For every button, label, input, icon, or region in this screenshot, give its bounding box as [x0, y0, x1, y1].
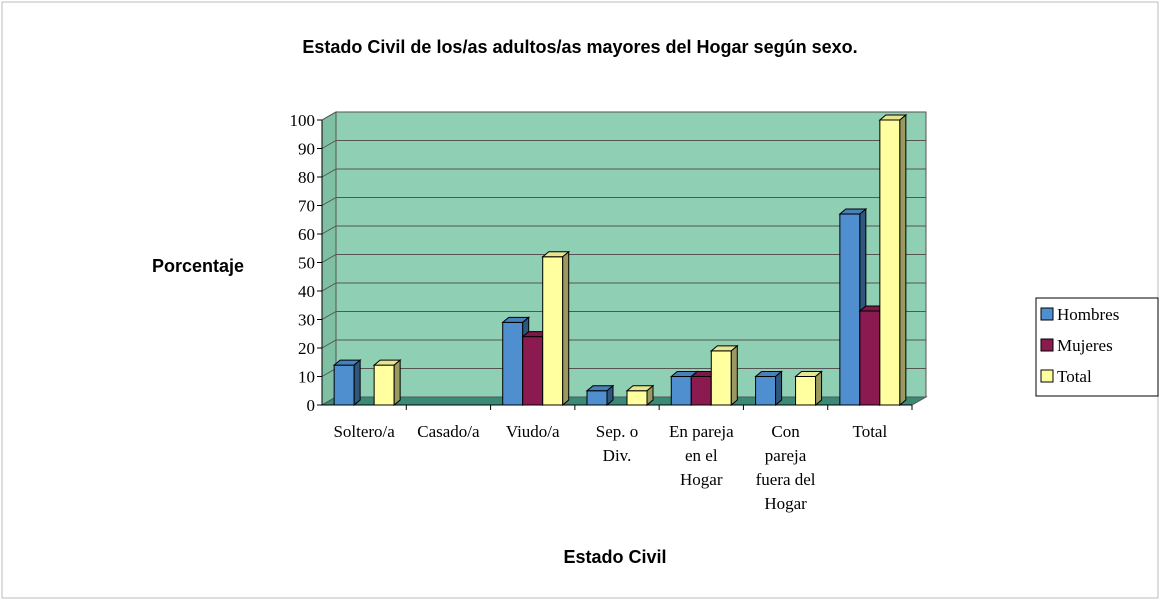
chart-title: Estado Civil de los/as adultos/as mayore… [302, 37, 857, 57]
bar-side [775, 370, 783, 407]
y-tick-label: 40 [298, 282, 315, 301]
y-tick-label: 80 [298, 168, 315, 187]
y-tick-label: 30 [298, 311, 315, 330]
legend-swatch [1040, 307, 1054, 321]
bar-side [815, 370, 823, 407]
bar-side [606, 384, 614, 407]
bar-front [333, 364, 355, 406]
bar-front [755, 376, 777, 406]
bar-front [839, 213, 861, 406]
bar [709, 344, 739, 407]
grid-line [321, 254, 926, 263]
bar-side [646, 384, 654, 407]
y-tick-label: 10 [298, 368, 315, 387]
y-tick-label: 100 [290, 111, 316, 130]
y-tick-label: 90 [298, 140, 315, 159]
y-tick-label: 20 [298, 339, 315, 358]
y-tick-label: 60 [298, 225, 315, 244]
legend-box [1035, 297, 1159, 397]
bar-front [710, 350, 732, 406]
bar-front [626, 390, 648, 406]
bar-side [562, 250, 570, 407]
bar-front [542, 256, 564, 406]
bar-front [879, 119, 901, 406]
x-tick-label: Viudo/a [506, 422, 560, 441]
bar-side [393, 359, 401, 407]
y-axis-label: Porcentaje [152, 256, 244, 276]
bar-front [795, 376, 817, 406]
x-tick-label: Sep. o Div. [596, 422, 639, 465]
y-tick-label: 70 [298, 197, 315, 216]
floor [320, 396, 928, 406]
legend-swatch [1040, 338, 1054, 352]
legend-swatch [1040, 369, 1054, 383]
bar [625, 384, 655, 407]
grid-line [321, 339, 926, 349]
grid-line [321, 111, 926, 121]
x-axis-label: Estado Civil [563, 547, 666, 567]
bar-front [373, 364, 395, 406]
bar-front [586, 390, 608, 406]
bar [754, 370, 783, 407]
bar [332, 359, 362, 407]
bar-front [522, 336, 544, 406]
bar-front [670, 376, 692, 406]
bar [541, 250, 571, 407]
x-tick-label: Total [853, 422, 888, 441]
legend-label: Hombres [1057, 305, 1119, 324]
legend-label: Total [1057, 367, 1092, 386]
grid-line [321, 225, 926, 235]
grid-line [321, 311, 926, 320]
legend-label: Mujeres [1057, 336, 1113, 355]
bar-side [899, 113, 907, 407]
y-tick-label: 50 [298, 254, 315, 273]
bar [794, 370, 823, 407]
grid-line [321, 282, 926, 292]
bar-side [353, 359, 361, 407]
bar-side [730, 344, 738, 407]
bar-front [502, 321, 524, 406]
x-tick-label: Con pareja fuera del Hogar [756, 422, 816, 513]
bar [372, 359, 402, 407]
x-tick-label: Casado/a [417, 422, 480, 441]
x-tick-label: En pareja en el Hogar [669, 422, 734, 489]
grid-line [321, 197, 926, 206]
y-tick-label: 0 [307, 396, 316, 415]
x-tick-label: Soltero/a [333, 422, 395, 441]
grid-line [321, 140, 926, 149]
bar-front [690, 376, 712, 406]
grid-line [321, 168, 926, 178]
bar [878, 113, 908, 407]
bar [585, 384, 615, 407]
bar-front [859, 310, 881, 406]
